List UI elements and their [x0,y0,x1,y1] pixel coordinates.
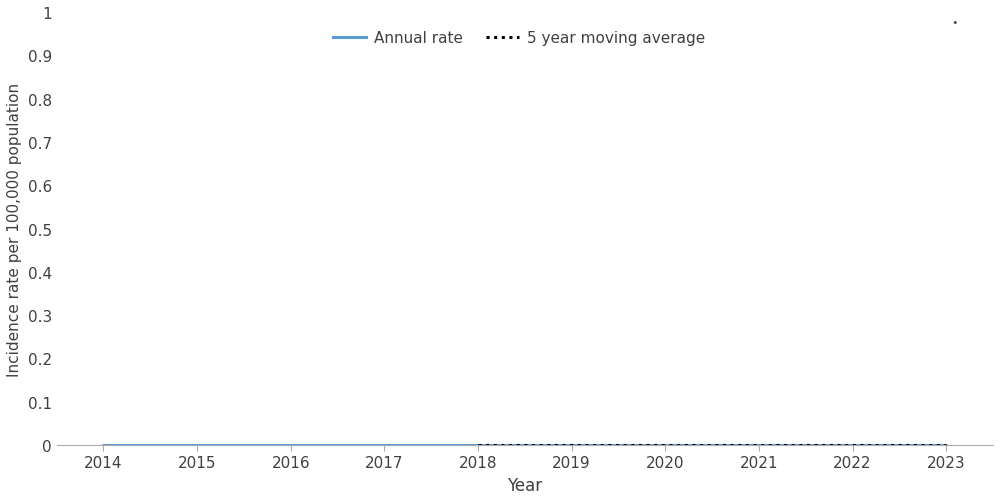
Annual rate [753,442,765,448]
Legend: Annual rate, 5 year moving average: Annual rate, 5 year moving average [326,25,711,52]
Text: •: • [951,18,957,28]
Annual rate [285,442,297,448]
Annual rate [659,442,671,448]
5 year moving average [566,442,578,448]
Annual rate [191,442,203,448]
5 year moving average [472,442,484,448]
Annual rate [97,442,109,448]
Annual rate [940,442,952,448]
5 year moving average [940,442,952,448]
5 year moving average [753,442,765,448]
5 year moving average [847,442,859,448]
Annual rate [472,442,484,448]
X-axis label: Year: Year [507,476,542,494]
5 year moving average [659,442,671,448]
Annual rate [378,442,390,448]
Annual rate [847,442,859,448]
Annual rate [566,442,578,448]
Y-axis label: Incidence rate per 100,000 population: Incidence rate per 100,000 population [7,82,22,376]
